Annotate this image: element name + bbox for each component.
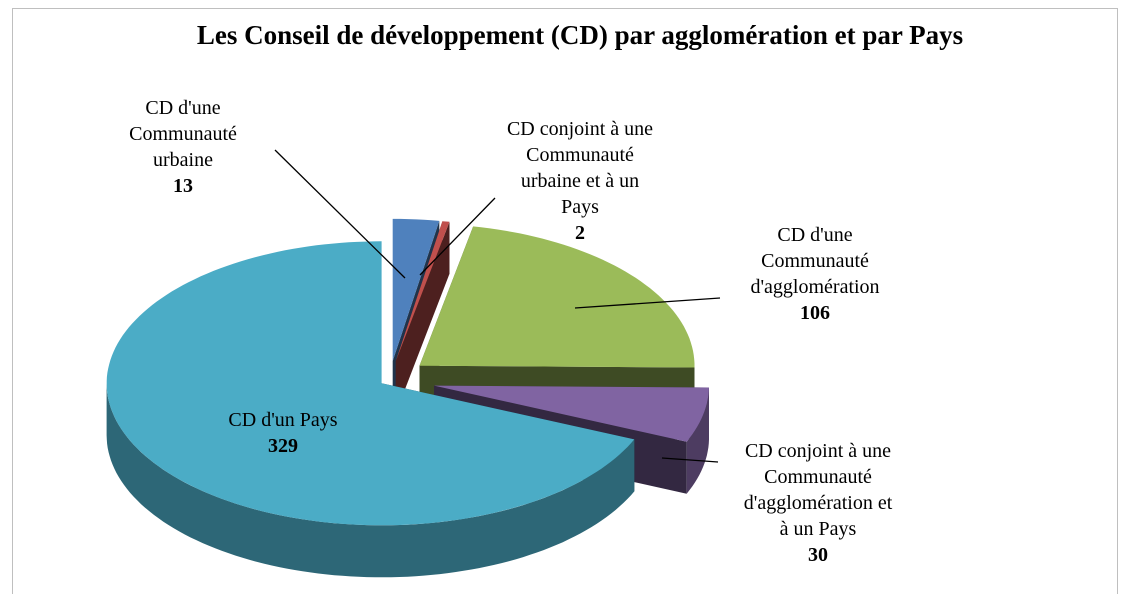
slice <box>106 241 635 526</box>
slice <box>395 221 450 362</box>
data-label: CD conjoint à une Communauté urbaine et … <box>465 116 695 246</box>
slice <box>392 218 440 361</box>
value-label: 329 <box>268 435 298 457</box>
data-label: CD conjoint à une Communauté d'aggloméra… <box>703 438 933 568</box>
slice-wall <box>686 387 709 494</box>
slice <box>434 385 709 442</box>
leader-line <box>419 197 496 276</box>
category-label: CD d'une Communauté urbaine <box>129 97 237 171</box>
data-label: CD d'un Pays 329 <box>168 407 398 459</box>
slice-side <box>395 221 450 414</box>
value-label: 13 <box>173 175 193 197</box>
value-label: 30 <box>808 544 828 566</box>
value-label: 106 <box>800 302 830 324</box>
leader-line <box>574 297 721 309</box>
value-label: 2 <box>575 222 585 244</box>
slice-wall <box>106 383 635 578</box>
leader-line <box>274 149 406 279</box>
slice <box>419 226 695 368</box>
data-label: CD d'une Communauté urbaine 13 <box>68 95 298 199</box>
category-label: CD conjoint à une Communauté d'aggloméra… <box>743 440 893 540</box>
data-label: CD d'une Communauté d'agglomération 106 <box>700 222 930 326</box>
category-label: CD d'une Communauté d'agglomération <box>750 224 880 298</box>
leader-line <box>661 457 719 463</box>
chart-title: Les Conseil de développement (CD) par ag… <box>196 20 964 50</box>
chart-frame <box>12 8 1118 594</box>
category-label: CD d'un Pays <box>228 409 338 431</box>
category-label: CD conjoint à une Communauté urbaine et … <box>506 118 654 218</box>
